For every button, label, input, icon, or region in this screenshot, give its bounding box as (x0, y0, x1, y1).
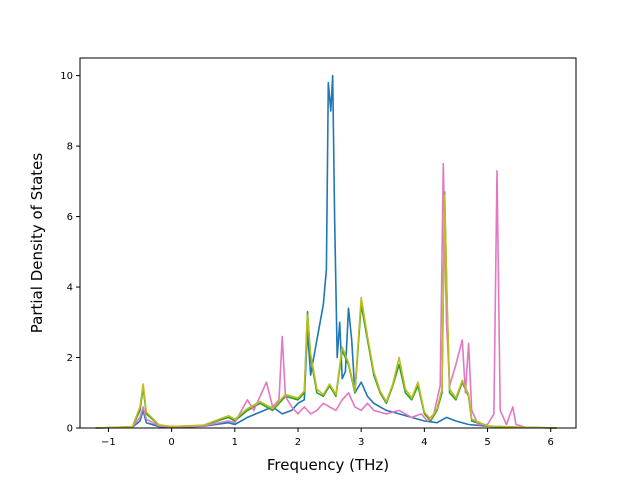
x-tick-label: 4 (421, 437, 427, 448)
y-tick-label: 0 (67, 424, 73, 435)
y-tick-label: 4 (67, 283, 73, 294)
plot-frame (79, 57, 577, 429)
x-tick-label: 3 (358, 437, 364, 448)
x-tick-label: 1 (232, 437, 238, 448)
x-axis-ticks: −1 0 1 2 3 4 5 6 (101, 428, 554, 448)
x-tick-label: 0 (168, 437, 174, 448)
y-tick-label: 8 (67, 142, 73, 153)
x-tick-label: 5 (484, 437, 490, 448)
y-tick-label: 6 (67, 212, 73, 223)
pdos-series-4-line (95, 194, 558, 429)
x-tick-label: −1 (101, 437, 116, 448)
pdos-series-1-line (95, 74, 558, 429)
x-tick-label: 2 (295, 437, 301, 448)
y-axis-label: Partial Density of States (28, 153, 46, 334)
series-layer (95, 74, 558, 429)
y-tick-label: 10 (60, 71, 73, 82)
y-axis-ticks: 0 2 4 6 8 10 (60, 71, 80, 435)
x-axis-label: Frequency (THz) (267, 456, 389, 474)
y-tick-label: 2 (67, 353, 73, 364)
x-tick-label: 6 (548, 437, 554, 448)
